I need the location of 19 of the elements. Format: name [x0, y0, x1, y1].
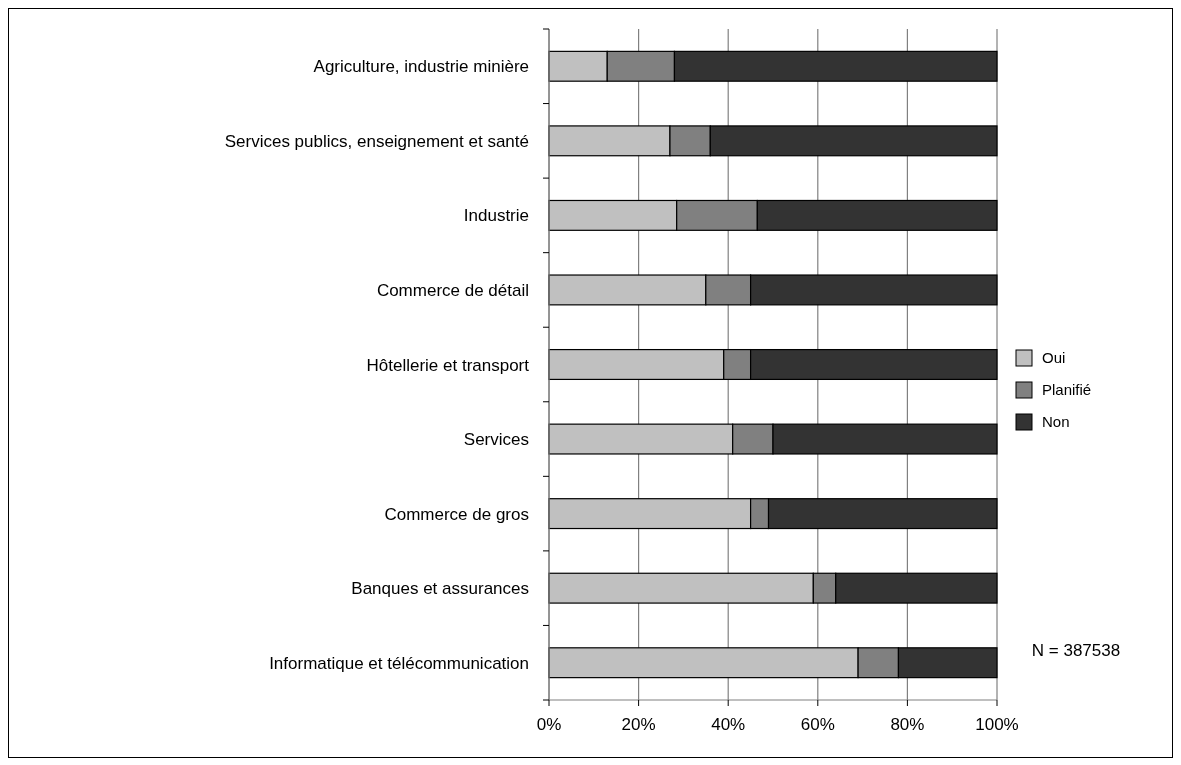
x-tick-label: 40%	[711, 715, 746, 734]
y-tick-label: Agriculture, industrie minière	[313, 57, 529, 77]
y-tick-label: Industrie	[463, 206, 529, 226]
x-tick-label: 80%	[890, 715, 925, 734]
legend-label: Oui	[1042, 349, 1066, 366]
text: N = 387538	[1031, 641, 1121, 660]
y-tick-label: Hôtellerie et transport	[366, 355, 530, 375]
legend-label: Planifié	[1042, 381, 1092, 398]
y-tick-label: Banques et assurances	[351, 579, 529, 599]
x-tick-label: 20%	[621, 715, 656, 734]
x-tick-label: 100%	[975, 715, 1019, 734]
y-tick-label: Commerce de détail	[376, 280, 529, 300]
legend-label: Non	[1042, 413, 1070, 430]
y-tick-label: Informatique et télécommunication	[269, 653, 529, 673]
x-tick-label: 60%	[800, 715, 835, 734]
y-tick-label: Commerce de gros	[384, 504, 529, 524]
y-tick-label: Services	[463, 430, 529, 450]
x-tick-label: 0%	[536, 715, 562, 734]
y-tick-label: Services publics, enseignement et santé	[224, 131, 529, 151]
